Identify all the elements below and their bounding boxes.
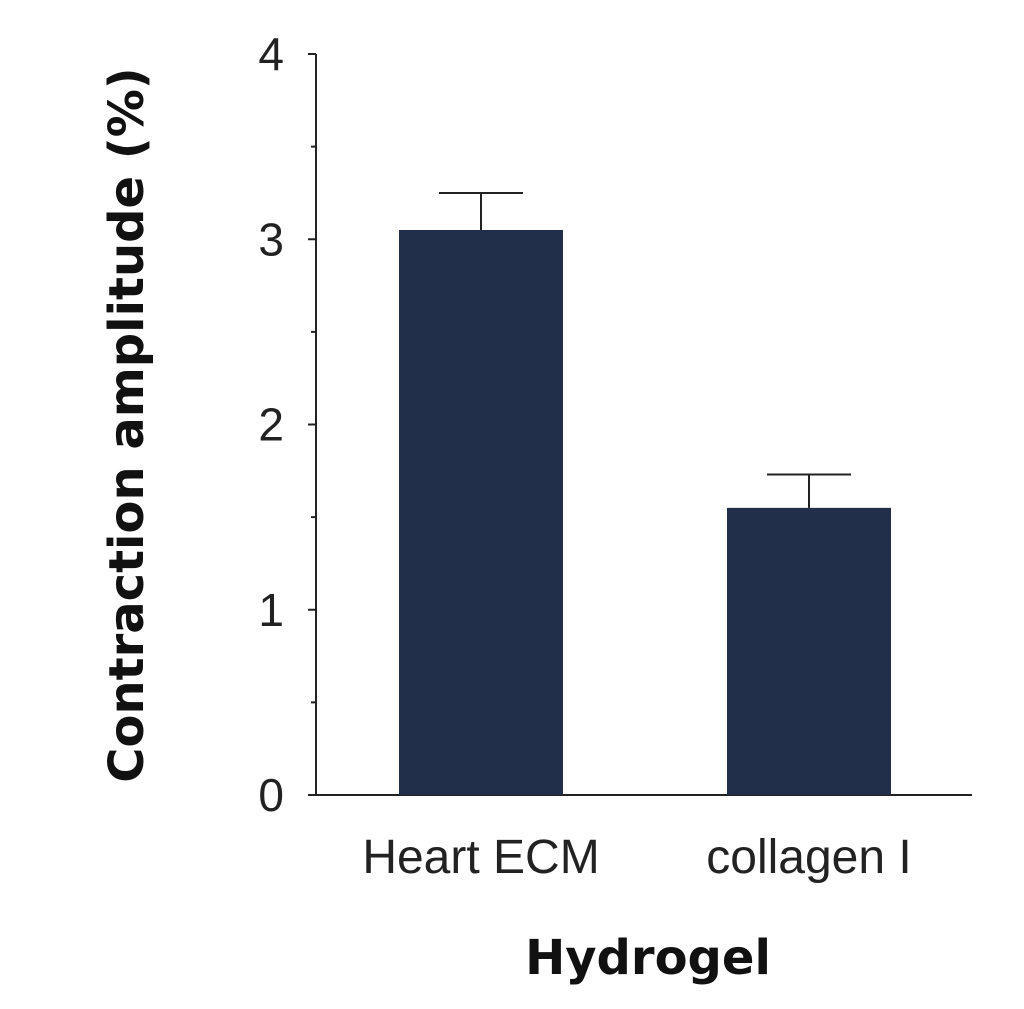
x-category-label: collagen I — [706, 831, 911, 884]
x-axis-title: Hydrogel — [525, 930, 771, 986]
y-tick-label: 3 — [258, 213, 284, 265]
y-tick-label: 2 — [258, 399, 284, 451]
category-labels: Heart ECM collagen I — [362, 831, 911, 884]
y-axis-title: Contraction amplitude (%) — [99, 67, 155, 782]
x-category-label: Heart ECM — [362, 831, 599, 884]
y-tick-label: 1 — [258, 584, 284, 636]
bar-collagen-i — [727, 507, 891, 795]
bars — [399, 229, 891, 796]
y-tick-label: 4 — [258, 28, 284, 80]
y-ticks: 0 1 2 3 4 — [258, 28, 316, 821]
y-tick-label: 0 — [258, 769, 284, 821]
error-bars — [439, 191, 851, 508]
bar-heart-ecm — [399, 229, 563, 796]
